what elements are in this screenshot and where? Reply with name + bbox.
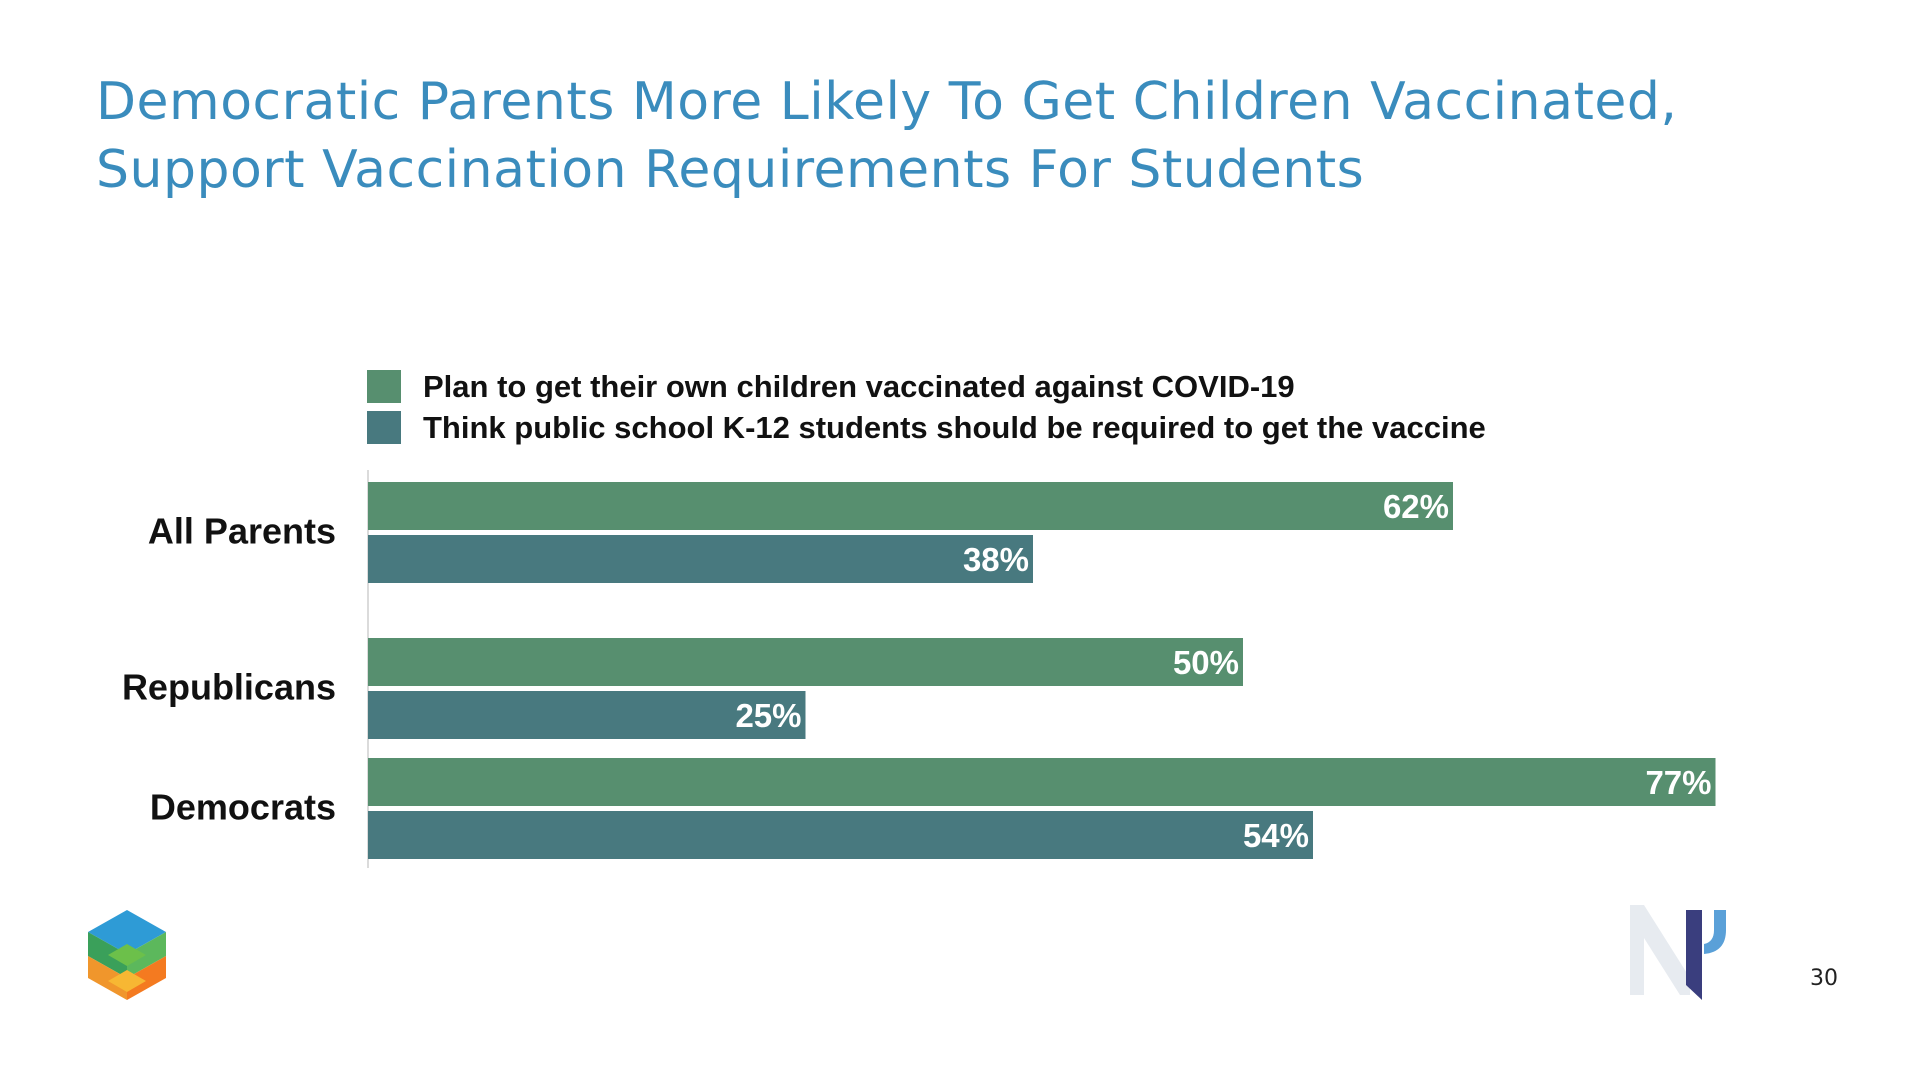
data-label-republicans-series-0: 50% [1173, 644, 1239, 681]
np-logo [1630, 900, 1760, 1004]
legend-item-require: Think public school K-12 students should… [367, 407, 1486, 448]
category-label-republicans: Republicans [122, 667, 336, 708]
legend-swatch-vaccinate [367, 370, 401, 403]
legend-label-require: Think public school K-12 students should… [423, 409, 1486, 445]
bar-republicans-series-1 [368, 691, 806, 739]
page-title: Democratic Parents More Likely To Get Ch… [96, 72, 1678, 200]
bar-democrats-series-0 [368, 758, 1716, 806]
bar-democrats-series-1 [368, 811, 1313, 859]
category-label-all-parents: All Parents [148, 511, 336, 552]
legend-swatch-require [367, 411, 401, 444]
data-label-democrats-series-1: 54% [1243, 817, 1309, 854]
hexagon-cube-logo [88, 910, 166, 1004]
data-label-republicans-series-1: 25% [735, 697, 801, 734]
data-label-all-parents-series-1: 38% [963, 541, 1029, 578]
bar-all-parents-series-0 [368, 482, 1453, 530]
bar-republicans-series-0 [368, 638, 1243, 686]
legend-label-vaccinate: Plan to get their own children vaccinate… [423, 368, 1295, 404]
data-label-democrats-series-0: 77% [1645, 764, 1711, 801]
page-number: 30 [1810, 966, 1838, 991]
legend-item-vaccinate: Plan to get their own children vaccinate… [367, 366, 1486, 407]
data-label-all-parents-series-0: 62% [1383, 488, 1449, 525]
category-label-democrats: Democrats [150, 787, 336, 828]
bar-all-parents-series-1 [368, 535, 1033, 583]
chart-legend: Plan to get their own children vaccinate… [367, 366, 1486, 448]
